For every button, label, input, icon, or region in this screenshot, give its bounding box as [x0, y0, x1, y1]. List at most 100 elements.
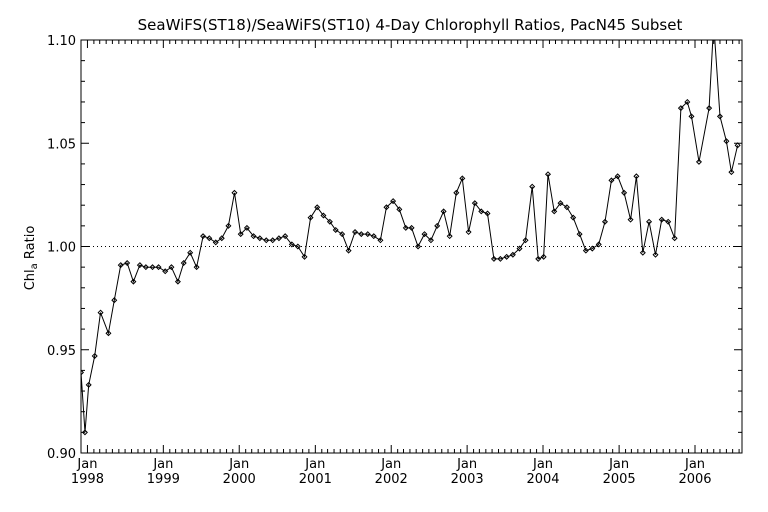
x-tick-year-label: 2004 [526, 472, 559, 487]
x-tick-month-label: Jan [380, 457, 401, 472]
y-tick-label: 1.05 [47, 137, 76, 152]
data-point [688, 113, 695, 120]
y-axis-label: Chla Ratio [23, 226, 40, 291]
x-tick-month-label: Jan [152, 457, 173, 472]
y-axis: 0.90 0.95 1.00 1.05 1.10 [47, 34, 742, 462]
data-point [658, 216, 665, 223]
data-point [671, 235, 678, 242]
data-point [484, 210, 491, 217]
data-point [639, 249, 646, 256]
data-point [723, 138, 730, 145]
y-tick-label: 0.95 [47, 344, 76, 359]
x-tick-year-label: 1998 [71, 472, 104, 487]
data-point [677, 105, 684, 112]
data-point [288, 241, 295, 248]
chart-title: SeaWiFS(ST18)/SeaWiFS(ST10) 4-Day Chloro… [138, 16, 683, 34]
data-point [465, 229, 472, 236]
x-tick-year-label: 2003 [451, 472, 484, 487]
data-point [364, 231, 371, 238]
data-point [282, 233, 289, 240]
data-point [206, 235, 213, 242]
data-point [633, 173, 640, 180]
data-point [402, 224, 409, 231]
data-point [383, 204, 390, 211]
x-tick-month-label: Jan [456, 457, 477, 472]
x-tick-year-label: 2001 [299, 472, 332, 487]
data-point [503, 253, 510, 260]
data-point [427, 237, 434, 244]
x-tick-year-label: 2000 [223, 472, 256, 487]
data-point [396, 206, 403, 213]
data-point [326, 218, 333, 225]
data-point [516, 245, 523, 252]
data-point [85, 381, 92, 388]
data-point [490, 255, 497, 262]
data-point [734, 142, 741, 149]
y-axis-label-text: Chla Ratio [23, 226, 40, 291]
data-point [149, 264, 156, 271]
data-point [124, 260, 131, 267]
data-point [390, 198, 397, 205]
data-point [408, 224, 415, 231]
data-point [250, 233, 257, 240]
data-point [218, 235, 225, 242]
data-point [621, 189, 628, 196]
x-tick-year-label: 2006 [678, 472, 711, 487]
data-point [168, 264, 175, 271]
data-point [535, 255, 542, 262]
y-tick-label: 0.90 [47, 447, 76, 462]
data-point [570, 214, 577, 221]
x-tick-month-label: Jan [304, 457, 325, 472]
data-point [91, 352, 98, 359]
data-point [97, 309, 104, 316]
data-point [434, 222, 441, 229]
data-point [716, 113, 723, 120]
data-point [105, 330, 112, 337]
data-point [111, 297, 118, 304]
data-point [563, 204, 570, 211]
data-point [256, 235, 263, 242]
data-point [162, 268, 169, 275]
y-tick-label: 1.00 [47, 241, 76, 256]
data-point [627, 216, 634, 223]
data-point [377, 237, 384, 244]
x-tick-month-label: Jan [684, 457, 705, 472]
data-point [614, 173, 621, 180]
data-point [576, 231, 583, 238]
data-point [728, 169, 735, 176]
x-tick-month-label: Jan [76, 457, 97, 472]
data-point [269, 237, 276, 244]
data-point [684, 98, 691, 105]
data-point [275, 235, 282, 242]
data-point [237, 231, 244, 238]
data-point [509, 251, 516, 258]
y-axis-label-subscript: a [29, 263, 40, 269]
data-point [307, 214, 314, 221]
data-point [589, 245, 596, 252]
data-point [345, 247, 352, 254]
data-point [142, 264, 149, 271]
data-point [294, 243, 301, 250]
x-tick-month-label: Jan [228, 457, 249, 472]
data-series [81, 40, 741, 436]
data-point [332, 226, 339, 233]
x-tick-month-label: Jan [532, 457, 553, 472]
data-point [136, 262, 143, 269]
data-point [459, 175, 466, 182]
x-tick-year-label: 1999 [147, 472, 180, 487]
data-point [231, 189, 238, 196]
data-point [595, 241, 602, 248]
data-point [339, 231, 346, 238]
plot-area-frame [80, 39, 743, 454]
data-point [301, 253, 308, 260]
data-point [358, 231, 365, 238]
data-point [522, 237, 529, 244]
data-point [200, 233, 207, 240]
data-point [540, 253, 547, 260]
data-point [174, 278, 181, 285]
data-point [370, 233, 377, 240]
y-tick-label: 1.10 [47, 34, 76, 49]
data-point [263, 237, 270, 244]
data-point [193, 264, 200, 271]
data-point [471, 200, 478, 207]
